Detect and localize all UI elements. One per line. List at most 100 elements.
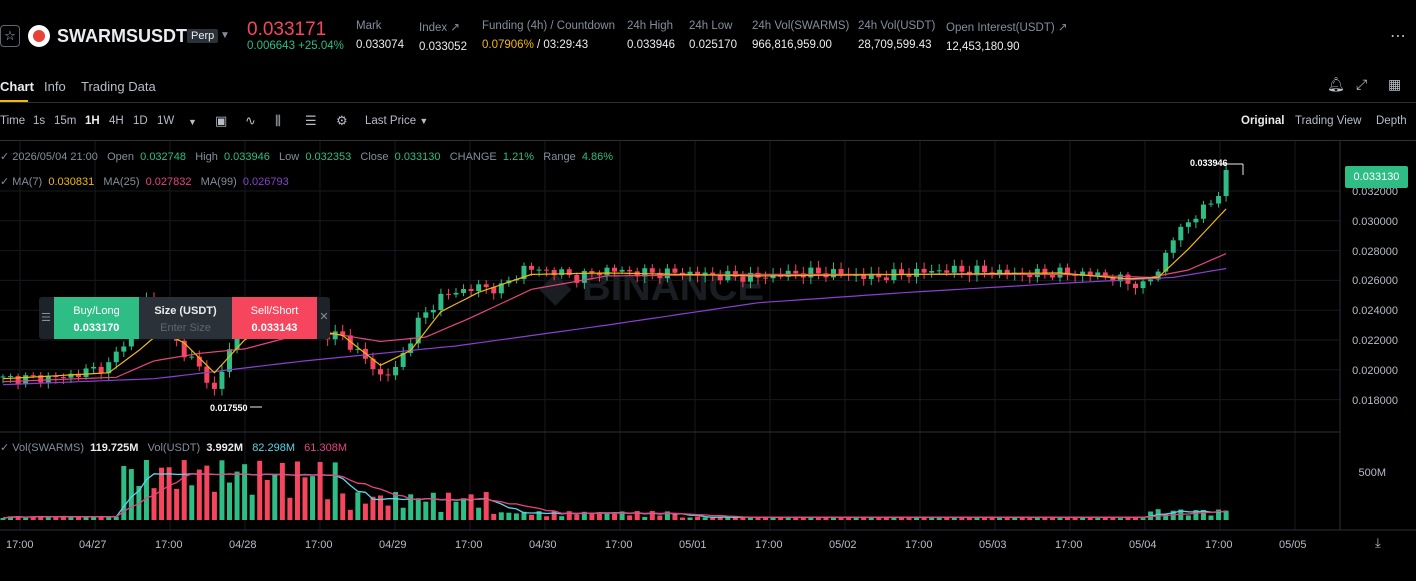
interval-4h[interactable]: 4H: [109, 115, 124, 127]
candle-body: [815, 267, 821, 274]
sell-short-button[interactable]: Sell/Short 0.033143: [232, 297, 317, 339]
candle-body: [619, 269, 625, 272]
volume-bar: [1102, 516, 1108, 520]
interval-time[interactable]: Time: [0, 115, 26, 127]
tab-chart[interactable]: Chart: [0, 79, 34, 94]
x-tick: 05/05: [1279, 539, 1307, 551]
volume-bar: [1012, 516, 1018, 520]
volume-bar: [1208, 515, 1214, 520]
volume-bar: [498, 512, 504, 520]
volume-bar: [831, 516, 836, 520]
stat-index[interactable]: Index ↗ 0.033052: [419, 22, 467, 53]
interval-dropdown-icon[interactable]: ▼: [188, 117, 197, 127]
stat-open-interest[interactable]: Open Interest(USDT) ↗ 12,453,180.90: [946, 22, 1068, 53]
drag-handle-icon[interactable]: ☰: [41, 312, 51, 324]
interval-15m[interactable]: 15m: [54, 115, 77, 127]
candle-body: [1042, 268, 1048, 276]
candle-body: [808, 267, 814, 278]
interval-1h[interactable]: 1H: [85, 115, 100, 127]
indicator-icon[interactable]: ∿: [245, 113, 256, 128]
candle-type-icon[interactable]: ⫼: [275, 113, 281, 128]
symbol-name[interactable]: SWARMSUSDT: [57, 26, 187, 46]
close-icon[interactable]: ✕: [319, 311, 329, 323]
stat-mark: Mark 0.033074: [356, 20, 404, 51]
settings-list-icon[interactable]: ☰: [305, 113, 317, 128]
candle-body: [1110, 277, 1116, 282]
volume-bar: [181, 460, 187, 520]
volume-bar: [45, 517, 51, 520]
candle-body: [340, 331, 346, 336]
calendar-icon[interactable]: ▣: [215, 113, 228, 128]
volume-bar: [604, 512, 610, 520]
tabs-divider: [0, 102, 1416, 103]
y-tick: 0.024000: [1352, 305, 1398, 317]
volume-bar: [476, 507, 482, 520]
favorite-star-icon[interactable]: ☆: [0, 25, 20, 47]
volume-bar: [249, 494, 255, 520]
candle-body: [1140, 281, 1146, 289]
volume-bar: [763, 516, 769, 520]
candle-body: [521, 265, 527, 280]
volume-bar: [242, 464, 248, 520]
candle-body: [204, 366, 210, 383]
buy-long-button[interactable]: Buy/Long 0.033170: [54, 297, 139, 339]
view-original[interactable]: Original: [1241, 115, 1285, 127]
price-type-select[interactable]: Last Price ▼: [365, 115, 429, 127]
more-menu-icon[interactable]: ⋯: [1390, 28, 1406, 45]
volume-bar: [174, 488, 180, 520]
volume-bar: [808, 516, 814, 520]
price-chart[interactable]: ◆ BINANCE: [0, 141, 1416, 561]
candle-body: [189, 356, 195, 358]
candle-body: [83, 368, 89, 378]
interval-1d[interactable]: 1D: [133, 115, 148, 127]
candle-body: [1163, 252, 1169, 272]
candle-body: [227, 349, 232, 372]
volume-bar: [393, 492, 399, 520]
chevron-down-icon[interactable]: ▼: [220, 30, 230, 41]
volume-bar: [506, 512, 512, 520]
volume-bar: [921, 516, 927, 520]
view-depth[interactable]: Depth: [1376, 115, 1407, 127]
candle-body: [1004, 269, 1010, 275]
volume-bar: [1072, 518, 1078, 520]
scale-reset-icon[interactable]: ⤓: [1375, 535, 1381, 550]
view-trading-view[interactable]: Trading View: [1295, 115, 1362, 127]
x-tick: 17:00: [305, 539, 333, 551]
expand-icon[interactable]: ⤢: [1356, 76, 1368, 92]
y-tick: 0.026000: [1352, 275, 1398, 287]
volume-bar: [423, 501, 429, 520]
candle-body: [974, 265, 980, 276]
tab-trading-data[interactable]: Trading Data: [81, 79, 156, 94]
volume-bar: [1223, 510, 1229, 520]
volume-bar: [876, 516, 882, 520]
volume-bar: [989, 516, 995, 520]
y-tick: 0.022000: [1352, 335, 1398, 347]
volume-bar: [317, 461, 323, 520]
volume-bar: [121, 466, 127, 520]
tab-info[interactable]: Info: [44, 79, 66, 94]
layout-grid-icon[interactable]: ▦: [1388, 76, 1402, 92]
volume-bar: [491, 513, 497, 520]
volume-bar: [1057, 516, 1063, 520]
candle-body: [929, 270, 935, 273]
size-field[interactable]: Size (USDT): [139, 297, 232, 339]
gear-icon[interactable]: ⚙: [336, 113, 348, 128]
bell-icon[interactable]: 🔔︎: [1327, 76, 1345, 92]
size-input[interactable]: [145, 322, 226, 334]
volume-bar: [672, 514, 678, 520]
candle-body: [1087, 271, 1093, 276]
interval-1w[interactable]: 1W: [157, 115, 175, 127]
candle-body: [491, 287, 497, 294]
candle-body: [604, 267, 610, 276]
candle-body: [1133, 283, 1138, 289]
candle-body: [536, 269, 542, 271]
interval-1s[interactable]: 1s: [33, 115, 46, 127]
volume-bar: [30, 516, 36, 520]
volume-bar: [332, 462, 338, 520]
candle-body: [1102, 272, 1108, 278]
y-tick: 0.032000: [1352, 186, 1398, 198]
volume-bar: [944, 516, 950, 520]
volume-bar: [1163, 514, 1169, 520]
candle-body: [997, 269, 1003, 276]
volume-bar: [83, 516, 89, 520]
